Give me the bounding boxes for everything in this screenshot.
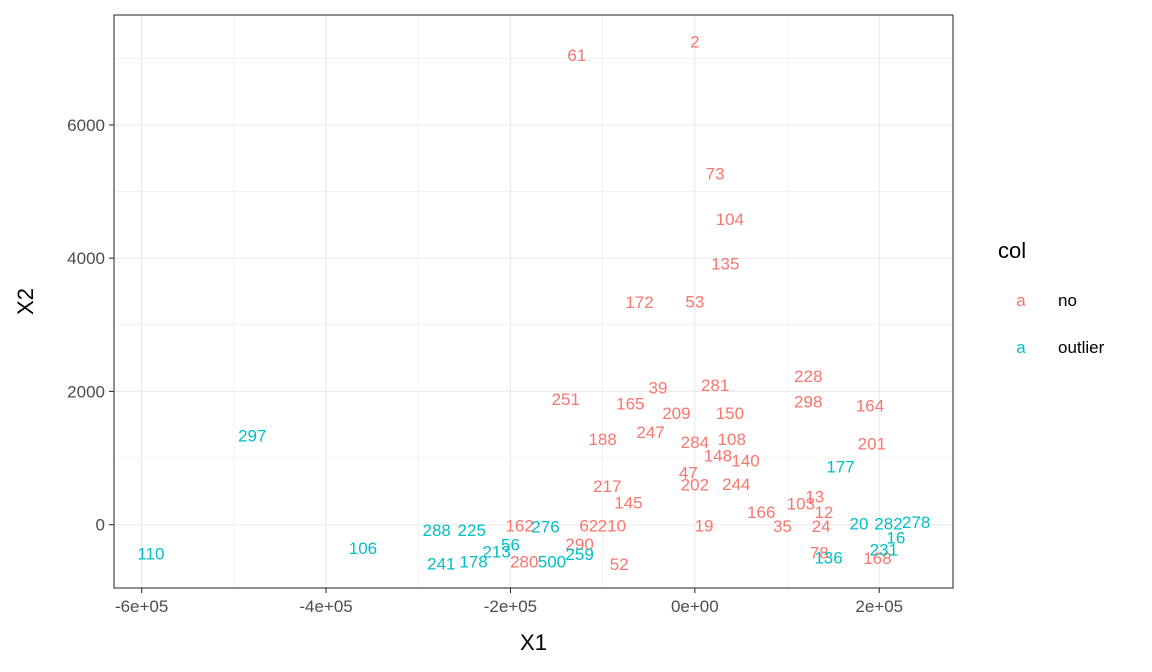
point-label-no: 78 — [810, 544, 829, 563]
point-label-no: 168 — [863, 549, 891, 568]
point-label-outlier: 56 — [501, 536, 520, 555]
point-label-no: 2 — [690, 33, 699, 52]
point-label-no: 172 — [625, 293, 653, 312]
point-label-no: 284 — [681, 433, 709, 452]
point-label-no: 251 — [552, 390, 580, 409]
point-label-outlier: 177 — [826, 458, 854, 477]
y-tick-label: 0 — [96, 516, 105, 535]
point-label-no: 108 — [718, 430, 746, 449]
y-tick-label: 2000 — [67, 382, 105, 401]
point-label-no: 47 — [679, 464, 698, 483]
point-label-no: 247 — [636, 423, 664, 442]
point-label-no: 164 — [856, 396, 884, 415]
point-label-no: 145 — [614, 494, 642, 513]
series-no: 2 61 73 104 135 172 53 228 281 39 251 165 298 164 209 1… — [505, 33, 891, 574]
panel-border — [113, 14, 954, 589]
point-label-no: 148 — [704, 446, 732, 465]
x-tick-label: 0e+00 — [671, 597, 719, 616]
legend-label: no — [1058, 291, 1077, 310]
x-tick-label: -6e+05 — [115, 597, 168, 616]
point-label-outlier: 225 — [458, 521, 486, 540]
point-label-outlier: 213 — [482, 542, 510, 561]
point-label-no: 280 — [510, 552, 538, 571]
point-label-outlier: 282 — [874, 514, 902, 533]
point-label-outlier: 110 — [137, 544, 164, 563]
point-label-no: 165 — [616, 394, 644, 413]
y-tick-label: 4000 — [67, 249, 105, 268]
point-label-no: 298 — [794, 392, 822, 411]
y-axis-title: X2 — [13, 288, 38, 315]
point-label-no: 24 — [812, 517, 831, 536]
point-label-no: 135 — [711, 255, 739, 274]
point-label-outlier: 231 — [870, 540, 898, 559]
point-label-outlier: 259 — [565, 545, 593, 564]
y-axis: 0 2000 4000 6000 — [67, 116, 114, 535]
point-label-outlier: 500 — [538, 552, 566, 571]
point-label-no: 19 — [695, 516, 714, 535]
point-label-outlier: 136 — [814, 548, 842, 567]
point-label-outlier: 178 — [459, 552, 487, 571]
legend-title: col — [998, 238, 1026, 263]
y-tick-label: 6000 — [67, 116, 105, 135]
legend-key-glyph: a — [1016, 291, 1026, 310]
legend-items: a no a outlier — [1016, 291, 1104, 357]
point-label-outlier: 241 — [427, 554, 455, 573]
legend-label: outlier — [1058, 338, 1105, 357]
point-label-no: 217 — [593, 477, 621, 496]
legend-key-glyph: a — [1016, 338, 1026, 357]
point-label-no: 210 — [598, 516, 626, 535]
point-label-no: 140 — [731, 452, 759, 471]
x-axis-title: X1 — [520, 630, 547, 655]
point-label-no: 201 — [858, 434, 886, 453]
point-label-no: 244 — [722, 475, 750, 494]
panel-background — [114, 15, 953, 588]
point-label-outlier: 16 — [886, 528, 905, 547]
x-tick-label: -2e+05 — [484, 597, 537, 616]
point-label-outlier: 20 — [849, 514, 868, 533]
plot-panel: 2 61 73 104 135 172 53 228 281 39 251 165 298 164 209 1… — [113, 14, 954, 589]
point-label-no: 202 — [681, 476, 709, 495]
point-label-no: 13 — [805, 488, 824, 507]
point-label-no: 62 — [579, 516, 598, 535]
point-label-no: 61 — [567, 46, 586, 65]
x-tick-label: -4e+05 — [299, 597, 352, 616]
point-label-outlier: 276 — [531, 518, 559, 537]
point-label-no: 103 — [787, 494, 815, 513]
point-label-no: 35 — [773, 517, 792, 536]
point-label-outlier: 288 — [423, 521, 451, 540]
point-label-no: 39 — [649, 378, 668, 397]
point-label-outlier: 278 — [902, 513, 930, 532]
point-label-no: 12 — [814, 503, 833, 522]
point-label-no: 162 — [505, 516, 533, 535]
point-label-no: 188 — [588, 430, 616, 449]
point-label-no: 290 — [565, 535, 593, 554]
point-label-no: 228 — [794, 367, 822, 386]
minor-grid — [114, 15, 953, 588]
point-label-outlier: 297 — [238, 426, 266, 445]
point-label-no: 281 — [701, 376, 729, 395]
point-label-no: 166 — [747, 503, 775, 522]
point-label-no: 52 — [610, 555, 629, 574]
point-label-outlier: 106 — [349, 539, 377, 558]
legend: col a no a outlier — [998, 238, 1105, 357]
point-label-no: 104 — [716, 210, 744, 229]
x-axis: -6e+05 -4e+05 -2e+05 0e+00 2e+05 — [115, 588, 903, 616]
point-label-no: 73 — [706, 165, 725, 184]
x-tick-label: 2e+05 — [855, 597, 903, 616]
major-grid — [114, 15, 953, 588]
point-label-no: 53 — [685, 293, 704, 312]
point-label-no: 150 — [716, 404, 744, 423]
point-label-no: 209 — [662, 404, 690, 423]
